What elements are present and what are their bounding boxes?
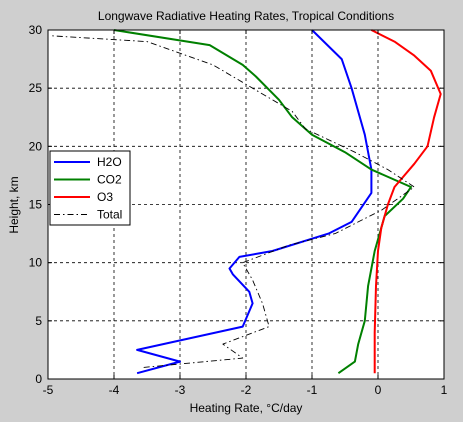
y-tick-label: 15 bbox=[29, 198, 43, 212]
y-tick-labels: 0 5 10 15 20 25 30 bbox=[29, 23, 43, 386]
legend-label-h2o: H2O bbox=[97, 155, 122, 169]
y-tick-label: 30 bbox=[29, 23, 43, 37]
y-tick-label: 10 bbox=[29, 256, 43, 270]
legend: H2O CO2 O3 Total bbox=[49, 150, 131, 226]
chart-title: Longwave Radiative Heating Rates, Tropic… bbox=[98, 9, 394, 23]
y-tick-label: 5 bbox=[35, 314, 42, 328]
y-axis-label: Height, km bbox=[7, 176, 21, 233]
y-tick-label: 20 bbox=[29, 139, 43, 153]
axis-ticks bbox=[47, 29, 445, 380]
series-line-h2o bbox=[136, 29, 373, 375]
legend-label-total: Total bbox=[97, 208, 122, 222]
x-tick-label: -4 bbox=[109, 383, 120, 397]
x-tick-label: -5 bbox=[43, 383, 54, 397]
x-tick-label: 1 bbox=[441, 383, 448, 397]
legend-box bbox=[49, 150, 131, 226]
series-line-total bbox=[51, 35, 415, 368]
x-tick-labels: -5 -4 -3 -2 -1 0 1 bbox=[43, 383, 448, 397]
x-axis-label: Heating Rate, °C/day bbox=[190, 401, 303, 415]
x-tick-label: -1 bbox=[307, 383, 318, 397]
legend-label-co2: CO2 bbox=[97, 173, 122, 187]
series-layer bbox=[51, 29, 442, 375]
series-line-co2 bbox=[113, 29, 412, 375]
x-tick-label: 0 bbox=[375, 383, 382, 397]
y-tick-label: 25 bbox=[29, 81, 43, 95]
y-tick-label: 0 bbox=[35, 372, 42, 386]
legend-label-o3: O3 bbox=[97, 190, 113, 204]
series-line-o3 bbox=[370, 29, 442, 374]
x-tick-label: -3 bbox=[175, 383, 186, 397]
x-tick-label: -2 bbox=[241, 383, 252, 397]
